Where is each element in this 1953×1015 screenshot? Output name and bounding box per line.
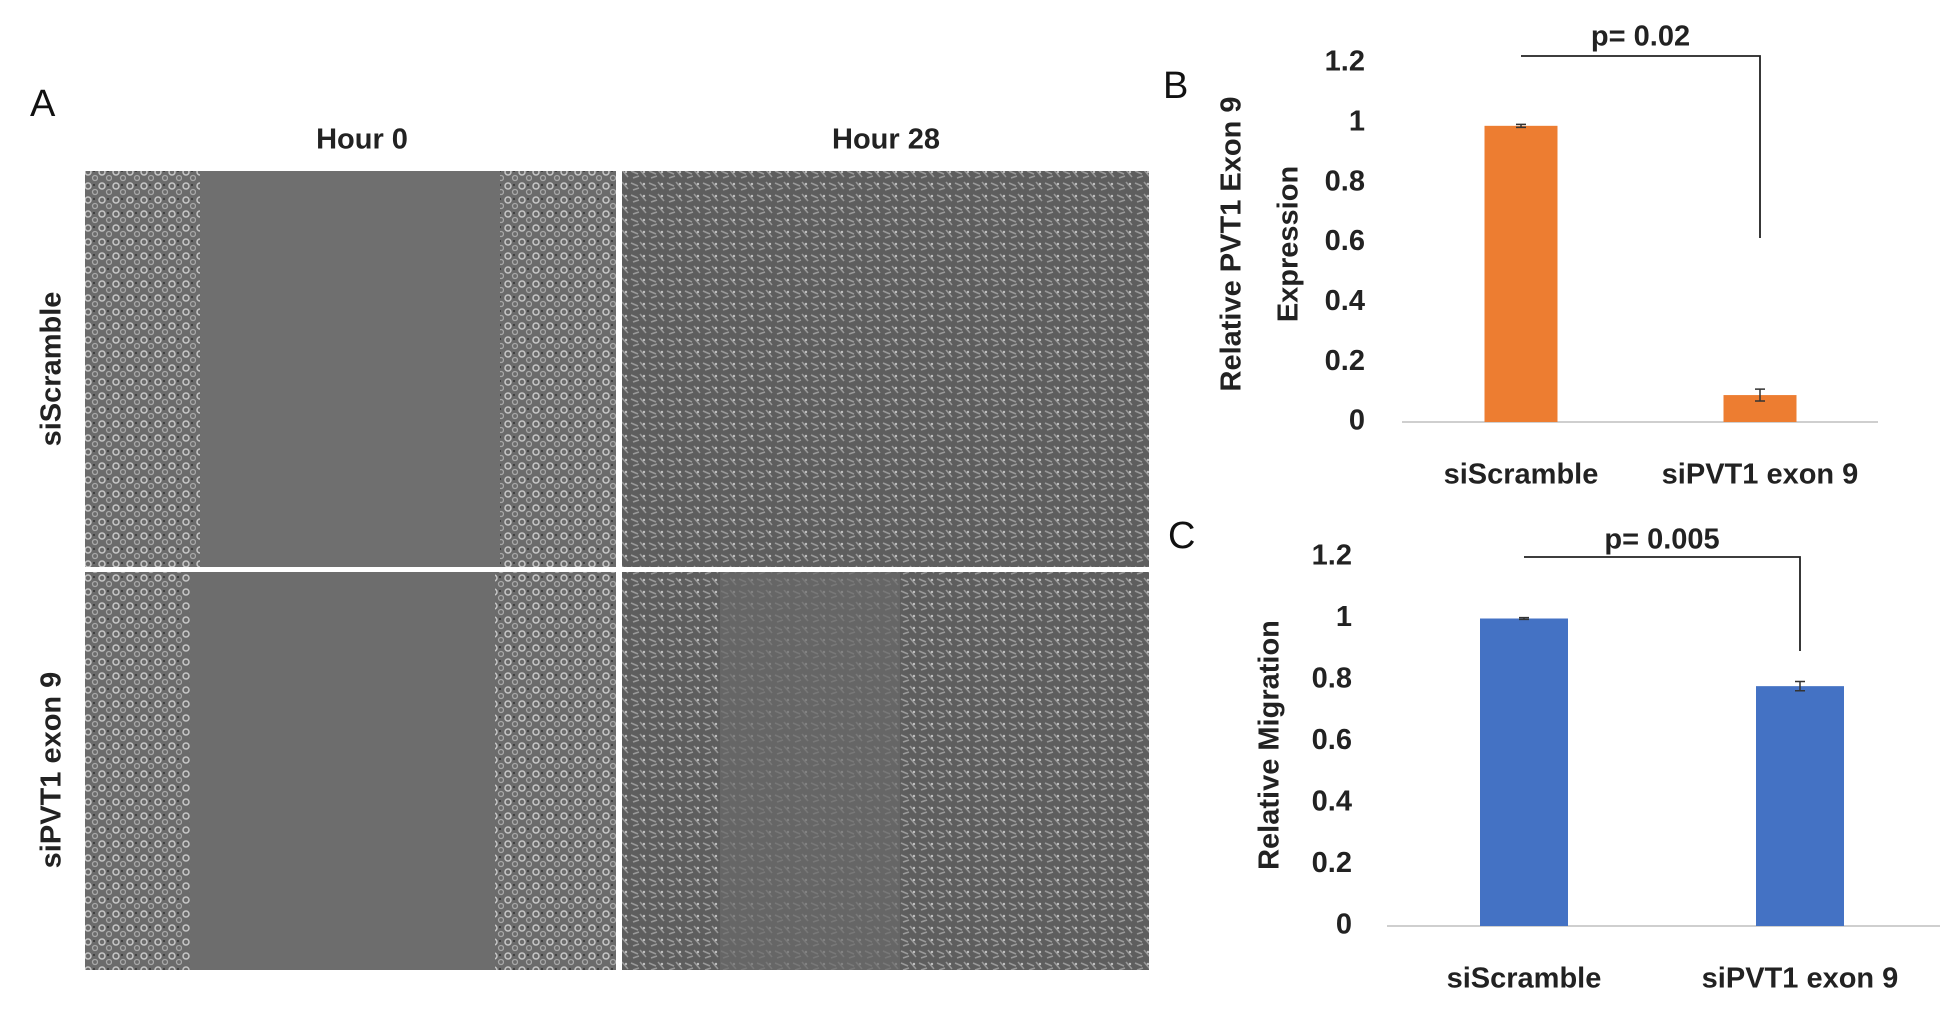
bar	[1484, 125, 1558, 422]
error-bar	[1519, 616, 1529, 621]
significance-bracket	[1521, 55, 1761, 238]
y-tick-label: 0.2	[1312, 847, 1352, 879]
panel-label: B	[1163, 65, 1188, 107]
bar	[1480, 618, 1568, 926]
panel-label: A	[30, 83, 56, 125]
y-tick-label: 1.2	[1312, 540, 1352, 572]
micrograph	[622, 572, 1149, 970]
y-tick-label: 0.4	[1312, 786, 1352, 818]
error-bar	[1516, 123, 1526, 129]
row-label: siScramble	[36, 292, 68, 447]
x-tick-label: siPVT1 exon 9	[1662, 459, 1859, 491]
y-tick-label: 1.2	[1325, 46, 1365, 78]
micrograph	[85, 572, 616, 970]
error-bar	[1755, 388, 1765, 402]
y-tick-label: 0.4	[1325, 285, 1365, 317]
column-header: Hour 28	[832, 124, 940, 156]
row-label: siPVT1 exon 9	[36, 672, 68, 869]
column-header: Hour 0	[316, 124, 408, 156]
x-tick-label: siScramble	[1447, 963, 1602, 995]
y-axis-label: Relative Migration	[1254, 620, 1286, 870]
y-axis-label: Expression	[1273, 166, 1305, 322]
annotation: p= 0.02	[1591, 21, 1690, 53]
y-axis-label: Relative PVT1 Exon 9	[1216, 97, 1248, 392]
y-tick-label: 0	[1349, 405, 1365, 437]
y-tick-label: 1	[1349, 105, 1365, 137]
panel-label: C	[1168, 515, 1195, 557]
bar	[1756, 686, 1844, 926]
x-tick-label: siScramble	[1444, 459, 1599, 491]
y-tick-label: 0.8	[1325, 165, 1365, 197]
micrograph	[622, 171, 1149, 567]
y-tick-label: 0.6	[1325, 225, 1365, 257]
micrograph	[85, 171, 616, 567]
significance-bracket	[1524, 556, 1801, 651]
y-tick-label: 0.6	[1312, 724, 1352, 756]
y-tick-label: 0.8	[1312, 663, 1352, 695]
annotation: p= 0.005	[1604, 524, 1719, 556]
y-tick-label: 0.2	[1325, 345, 1365, 377]
error-bar	[1795, 680, 1805, 692]
y-tick-label: 0	[1336, 909, 1352, 941]
y-tick-label: 1	[1336, 601, 1352, 633]
x-tick-label: siPVT1 exon 9	[1702, 963, 1899, 995]
